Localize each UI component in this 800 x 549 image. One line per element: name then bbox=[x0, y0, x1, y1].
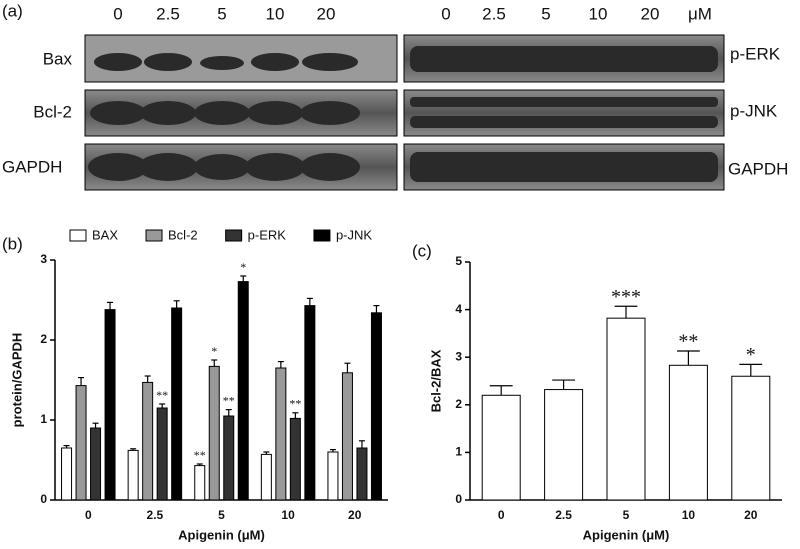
panel-label: (b) bbox=[2, 234, 23, 253]
dose-label: 0 bbox=[113, 4, 122, 23]
significance: ** bbox=[678, 331, 698, 353]
bar bbox=[327, 451, 339, 501]
bar bbox=[356, 447, 368, 501]
bar bbox=[370, 312, 382, 501]
dose-label: 10 bbox=[266, 4, 285, 23]
bar bbox=[544, 389, 584, 501]
significance: * bbox=[240, 260, 246, 274]
x-tick-label: 5 bbox=[623, 508, 630, 522]
x-tick-label: 2.5 bbox=[147, 508, 164, 522]
x-tick-label: 5 bbox=[218, 508, 225, 522]
legend-swatch bbox=[313, 229, 331, 242]
legend-label: p-ERK bbox=[248, 227, 287, 242]
significance: ** bbox=[289, 397, 301, 411]
bar bbox=[606, 317, 646, 501]
bar bbox=[275, 367, 287, 501]
significance: ** bbox=[194, 448, 206, 462]
bar bbox=[289, 417, 301, 501]
western-blot: (a) 0 2.5 5 10 20 0 2.5 5 10 20 μM Bax B… bbox=[2, 1, 788, 191]
x-tick-label: 20 bbox=[348, 508, 362, 522]
bar bbox=[731, 375, 771, 501]
bar bbox=[194, 465, 206, 501]
protein-label: p-JNK bbox=[730, 101, 778, 120]
significance: ** bbox=[223, 393, 235, 407]
dose-label: 20 bbox=[317, 4, 336, 23]
significance: * bbox=[211, 344, 217, 358]
x-tick-label: 0 bbox=[498, 508, 505, 522]
bar bbox=[104, 309, 116, 501]
dose-label: 2.5 bbox=[156, 4, 180, 23]
legend-swatch bbox=[225, 229, 243, 242]
bar bbox=[127, 449, 139, 501]
unit-label: μM bbox=[688, 4, 712, 23]
y-axis-title: protein/GAPDH bbox=[9, 333, 24, 428]
x-tick-label: 10 bbox=[682, 508, 696, 522]
y-tick-label: 3 bbox=[40, 252, 47, 266]
y-tick-label: 1 bbox=[40, 412, 47, 426]
bar bbox=[142, 381, 154, 501]
bar bbox=[171, 307, 183, 501]
x-tick-label: 2.5 bbox=[555, 508, 572, 522]
blot-strip bbox=[403, 89, 725, 137]
y-tick-label: 3 bbox=[455, 349, 462, 363]
significance: * bbox=[746, 344, 756, 366]
bar bbox=[237, 281, 249, 501]
bar bbox=[156, 407, 168, 501]
y-tick-label: 0 bbox=[40, 492, 47, 506]
y-axis-title: Bcl-2/BAX bbox=[428, 349, 443, 412]
bar bbox=[223, 415, 235, 501]
blot-bands bbox=[88, 46, 718, 182]
panel-label: (c) bbox=[412, 241, 432, 260]
dose-label: 10 bbox=[589, 4, 608, 23]
protein-label: GAPDH bbox=[2, 157, 62, 176]
dose-label: 0 bbox=[441, 4, 450, 23]
bar bbox=[260, 453, 272, 501]
legend-swatch bbox=[69, 229, 87, 242]
dose-label: 20 bbox=[641, 4, 660, 23]
legend-label: BAX bbox=[92, 227, 118, 242]
x-tick-label: 0 bbox=[85, 508, 92, 522]
protein-label: p-ERK bbox=[730, 44, 781, 63]
y-tick-label: 4 bbox=[455, 302, 462, 316]
bar bbox=[208, 365, 220, 501]
protein-label: Bcl-2 bbox=[33, 102, 72, 121]
bar bbox=[90, 427, 102, 501]
bar bbox=[341, 372, 353, 501]
legend-swatch bbox=[145, 229, 163, 242]
significance: ** bbox=[156, 388, 168, 402]
y-tick-label: 5 bbox=[455, 254, 462, 268]
y-tick-label: 1 bbox=[455, 445, 462, 459]
y-tick-label: 2 bbox=[455, 397, 462, 411]
bar bbox=[75, 385, 87, 501]
legend-label: Bcl-2 bbox=[168, 227, 198, 242]
dose-label: 5 bbox=[541, 4, 550, 23]
x-tick-label: 20 bbox=[744, 508, 758, 522]
y-tick-label: 0 bbox=[455, 492, 462, 506]
bar bbox=[304, 305, 316, 501]
protein-label: GAPDH bbox=[728, 159, 788, 178]
bar bbox=[61, 447, 73, 501]
dose-label: 5 bbox=[217, 4, 226, 23]
x-axis-title: Apigenin (μM) bbox=[178, 527, 265, 542]
protein-label: Bax bbox=[43, 49, 73, 68]
significance: *** bbox=[611, 286, 641, 308]
bar bbox=[481, 394, 521, 501]
panel-label: (a) bbox=[2, 1, 23, 20]
x-tick-label: 10 bbox=[281, 508, 295, 522]
bar bbox=[668, 364, 708, 501]
y-tick-label: 2 bbox=[40, 332, 47, 346]
legend-label: p-JNK bbox=[336, 227, 372, 242]
dose-label: 2.5 bbox=[482, 4, 506, 23]
x-axis-title: Apigenin (μM) bbox=[583, 527, 670, 542]
